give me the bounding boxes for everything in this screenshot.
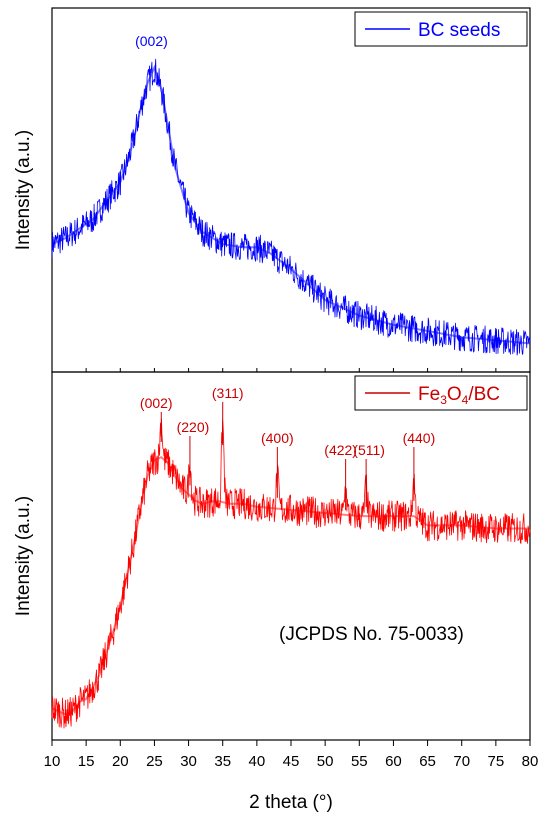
top-y-axis-label: Intensity (a.u.) — [13, 130, 34, 250]
fe3o4-bc-trend-line — [51, 456, 530, 716]
annotation-layer: (002)(002)(220)(311)(400)(422)(511)(440) — [135, 33, 436, 511]
bottom-legend: Fe3O4/BC — [354, 375, 528, 411]
x-tick-layer: 10 15 20 25 30 35 40 45 50 55 60 65 70 75 80 — [44, 368, 539, 770]
x-tick-label: 80 — [522, 753, 539, 770]
x-tick-label: 15 — [78, 753, 95, 770]
bottom-y-axis-label: Intensity (a.u.) — [13, 496, 34, 616]
jcpds-note: (JCPDS No. 75-0033) — [279, 624, 464, 645]
bc-seeds-trend-line — [51, 64, 531, 345]
bottom-peak-label: (220) — [177, 419, 210, 435]
top-legend: BC seeds — [354, 11, 528, 47]
top-panel-frame — [51, 7, 531, 373]
x-tick-label: 20 — [112, 753, 129, 770]
bottom-legend-label: Fe3O4/BC — [418, 384, 500, 407]
x-tick-label: 10 — [44, 753, 61, 770]
bottom-peak-label: (440) — [403, 430, 436, 446]
x-tick-label: 75 — [488, 753, 505, 770]
bottom-series-layer — [51, 418, 531, 729]
x-tick-label: 30 — [180, 753, 197, 770]
x-tick-label: 70 — [453, 753, 470, 770]
bottom-peak-label: (422) — [324, 442, 357, 458]
bottom-peak-label: (002) — [140, 395, 173, 411]
x-tick-label: 65 — [419, 753, 436, 770]
x-tick-label: 40 — [249, 753, 266, 770]
bottom-peak-label: (511) — [353, 442, 385, 458]
x-tick-label: 60 — [385, 753, 402, 770]
x-tick-label: 35 — [214, 753, 231, 770]
bottom-peak-label: (311) — [212, 385, 244, 401]
top-peak-label: (002) — [135, 33, 168, 49]
top-legend-label: BC seeds — [418, 20, 500, 41]
x-tick-label: 55 — [351, 753, 368, 770]
bottom-panel-frame — [51, 371, 531, 741]
top-series-layer — [51, 58, 531, 356]
x-axis-label: 2 theta (°) — [249, 792, 333, 813]
bottom-peak-label: (400) — [261, 430, 294, 446]
x-tick-label: 25 — [146, 753, 163, 770]
x-tick-label: 50 — [317, 753, 334, 770]
x-tick-label: 45 — [283, 753, 300, 770]
legend-sub-3: 3 — [440, 393, 447, 407]
fe3o4-bc-series-line — [51, 418, 531, 729]
legend-sub-4: 4 — [462, 393, 469, 407]
bc-seeds-series-line — [51, 58, 531, 356]
